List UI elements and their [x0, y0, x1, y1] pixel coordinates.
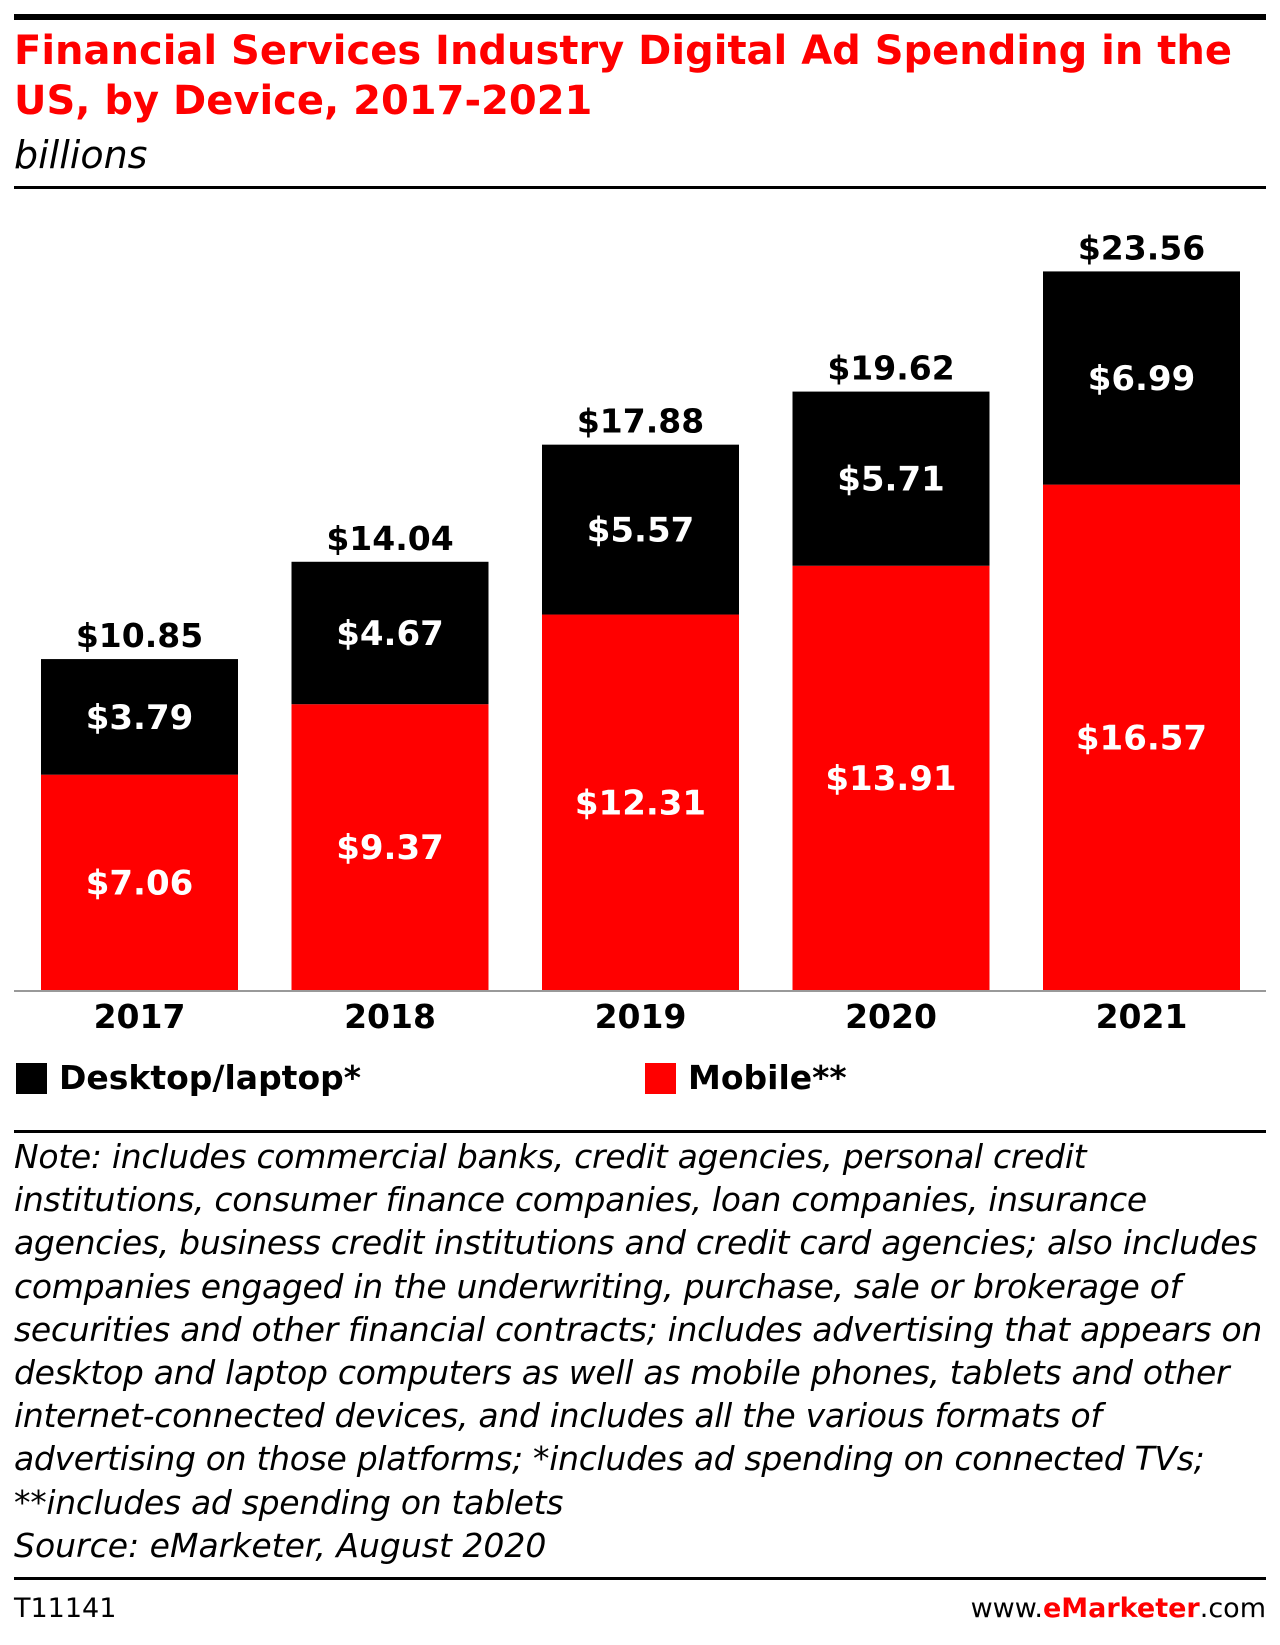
x-tick-2020: 2020: [845, 997, 937, 1036]
bar-mobile-2018: [291, 704, 489, 990]
x-tick-2019: 2019: [595, 997, 687, 1036]
bar-desktop-2017: [41, 659, 238, 775]
chart-source: Source: eMarketer, August 2020: [14, 1526, 547, 1565]
footer-divider: [14, 1577, 1266, 1580]
site-prefix: www.: [970, 1593, 1043, 1624]
chart-subtitle: billions: [14, 133, 148, 177]
total-label-2019: $17.88: [577, 402, 704, 441]
total-label-2021: $23.56: [1078, 228, 1205, 267]
data-label-desktop-2021: $6.99: [1088, 359, 1196, 399]
bar-mobile-2021: [1043, 484, 1240, 990]
x-tick-2018: 2018: [344, 997, 436, 1036]
x-tick-2017: 2017: [94, 997, 186, 1036]
data-label-mobile-2020: $13.91: [825, 759, 956, 799]
legend-item-mobile: Mobile**: [645, 1058, 847, 1098]
data-label-desktop-2018: $4.67: [336, 614, 444, 654]
total-label-2020: $19.62: [827, 349, 954, 388]
data-label-mobile-2021: $16.57: [1076, 718, 1207, 758]
bar-desktop-2021: [1043, 271, 1240, 485]
data-label-mobile-2019: $12.31: [575, 783, 706, 823]
bar-desktop-2020: [792, 391, 990, 566]
data-label-desktop-2019: $5.57: [587, 511, 695, 551]
bar-desktop-2018: [291, 561, 489, 705]
note-divider: [14, 1130, 1266, 1133]
title-divider: [14, 186, 1266, 189]
total-label-2017: $10.85: [76, 616, 203, 655]
site-link[interactable]: www.eMarketer.com: [971, 1592, 1266, 1626]
legend-label-mobile: Mobile**: [688, 1058, 847, 1097]
x-tick-2021: 2021: [1096, 997, 1188, 1036]
legend-swatch-mobile: [645, 1062, 676, 1094]
data-label-mobile-2017: $7.06: [86, 863, 194, 903]
site-brand: eMarketer: [1042, 1593, 1200, 1624]
total-label-2018: $14.04: [326, 519, 453, 558]
bar-mobile-2019: [542, 614, 739, 990]
chart-note: Note: includes commercial banks, credit …: [14, 1137, 1262, 1522]
data-label-mobile-2018: $9.37: [336, 828, 444, 868]
legend-item-desktop: Desktop/laptop*: [16, 1058, 361, 1098]
top-rule: [14, 14, 1266, 20]
data-label-desktop-2017: $3.79: [86, 698, 194, 738]
site-suffix: .com: [1199, 1593, 1266, 1624]
bar-mobile-2017: [41, 774, 238, 990]
bar-mobile-2020: [792, 565, 990, 990]
legend-swatch-desktop: [16, 1062, 47, 1094]
data-label-desktop-2020: $5.71: [837, 460, 945, 500]
stacked-bar-chart: $7.06 $3.79 $10.85 2017 $9.37 $4.67 $14.04 2018…: [14, 228, 1266, 1036]
chart-title: Financial Services Industry Digital Ad S…: [14, 28, 1232, 124]
bar-desktop-2019: [542, 444, 739, 615]
legend-label-desktop: Desktop/laptop*: [59, 1058, 362, 1097]
chart-id: T11141: [14, 1593, 117, 1624]
